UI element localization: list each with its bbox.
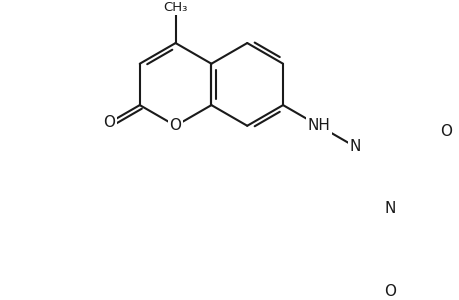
Text: N: N (384, 201, 395, 216)
Text: O: O (384, 284, 396, 299)
Text: O: O (439, 124, 451, 139)
Text: O: O (103, 115, 115, 130)
Text: O: O (169, 118, 181, 133)
Text: NH: NH (307, 118, 330, 133)
Text: N: N (348, 139, 359, 154)
Text: CH₃: CH₃ (163, 2, 187, 14)
